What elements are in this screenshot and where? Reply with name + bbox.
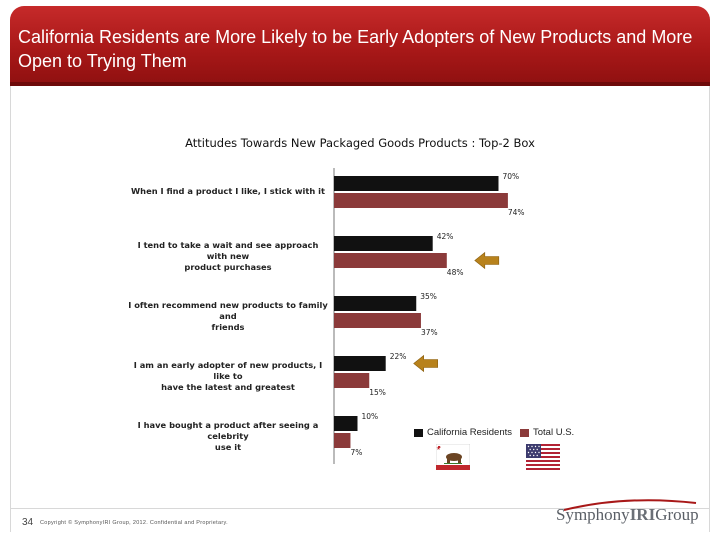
legend-total-us: Total U.S.: [520, 427, 574, 438]
category-label-line: use it: [214, 442, 242, 452]
bar-california-0: [334, 176, 499, 191]
category-label-1: I tend to take a wait and see approach w…: [128, 240, 328, 273]
category-label-3: I am an early adopter of new products, I…: [128, 360, 328, 393]
category-label-line: When I find a product I like, I stick wi…: [131, 185, 325, 196]
value-label-total-us-1: 48%: [447, 268, 464, 277]
brand-wordmark: SymphonyIRIGroup: [556, 505, 699, 525]
arrow-left-icon: [474, 251, 500, 270]
copyright-text: Copyright © SymphonyIRI Group, 2012. Con…: [40, 520, 228, 526]
bar-total-us-4: [334, 433, 351, 448]
category-label-0: When I find a product I like, I stick wi…: [128, 186, 328, 197]
value-label-california-2: 35%: [420, 292, 437, 301]
value-label-california-0: 70%: [503, 172, 520, 181]
brand-end: Group: [655, 505, 699, 524]
category-label-line: have the latest and greatest: [161, 382, 295, 392]
value-label-california-4: 10%: [362, 412, 379, 421]
brand-logo: SymphonyIRIGroup: [556, 497, 701, 525]
bar-total-us-1: [334, 253, 447, 268]
chart-title: Attitudes Towards New Packaged Goods Pro…: [185, 136, 535, 150]
legend-swatch-total-us: [520, 428, 529, 437]
category-label-line: friends: [211, 322, 245, 332]
page-title: California Residents are More Likely to …: [18, 27, 693, 71]
bar-california-4: [334, 416, 358, 431]
us-flag-icon: [526, 444, 560, 470]
category-label-2: I often recommend new products to family…: [128, 300, 328, 333]
california-flag-icon: [436, 444, 470, 470]
value-label-california-1: 42%: [437, 232, 454, 241]
category-label-line: product purchases: [184, 262, 272, 272]
category-label-line: I have bought a product after seeing a c…: [137, 420, 319, 441]
content-frame: [10, 86, 710, 532]
category-label-line: I tend to take a wait and see approach w…: [137, 240, 319, 261]
brand-bold: IRI: [629, 505, 656, 524]
brand-swoosh-icon: [563, 499, 697, 511]
legend-california: California Residents: [414, 427, 512, 438]
value-label-total-us-4: 7%: [350, 448, 362, 457]
bar-total-us-2: [334, 313, 421, 328]
bar-california-1: [334, 236, 433, 251]
brand-main: Symphony: [556, 505, 630, 524]
legend-label-california: California Residents: [427, 427, 513, 438]
value-label-total-us-0: 74%: [508, 208, 525, 217]
value-label-total-us-3: 15%: [369, 388, 386, 397]
value-label-california-3: 22%: [390, 352, 407, 361]
category-label-line: I often recommend new products to family…: [128, 300, 328, 321]
value-label-total-us-2: 37%: [421, 328, 438, 337]
legend-swatch-california: [414, 428, 423, 437]
arrow-left-icon: [413, 354, 439, 373]
bar-california-3: [334, 356, 386, 371]
bar-california-2: [334, 296, 417, 311]
bar-total-us-0: [334, 193, 508, 208]
category-label-4: I have bought a product after seeing a c…: [128, 420, 328, 453]
page-number: 34: [22, 517, 34, 528]
header-band: [10, 6, 710, 86]
footer-divider: [10, 508, 710, 509]
category-label-line: I am an early adopter of new products, I…: [133, 360, 323, 381]
bar-total-us-3: [334, 373, 370, 388]
legend-label-total-us: Total U.S.: [533, 427, 575, 438]
